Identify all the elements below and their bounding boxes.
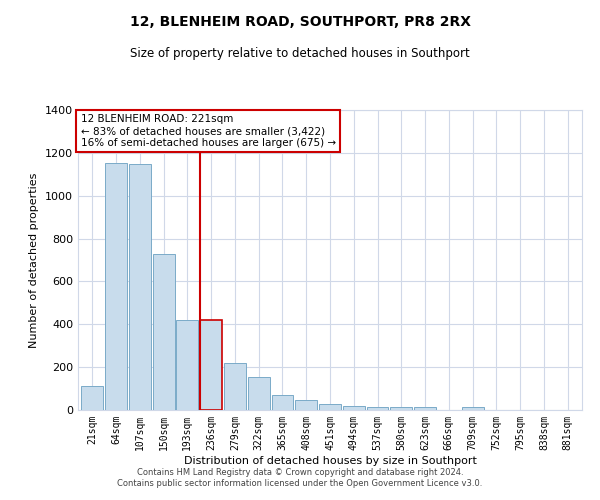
Bar: [272, 395, 293, 410]
Bar: [248, 377, 269, 410]
Bar: [319, 404, 341, 410]
Bar: [414, 408, 436, 410]
Bar: [367, 407, 388, 410]
Text: Contains HM Land Registry data © Crown copyright and database right 2024.
Contai: Contains HM Land Registry data © Crown c…: [118, 468, 482, 487]
Bar: [105, 162, 127, 410]
Bar: [391, 407, 412, 410]
Y-axis label: Number of detached properties: Number of detached properties: [29, 172, 40, 348]
Bar: [129, 164, 151, 410]
Bar: [343, 406, 365, 410]
Text: Size of property relative to detached houses in Southport: Size of property relative to detached ho…: [130, 48, 470, 60]
Bar: [200, 320, 222, 410]
Bar: [295, 400, 317, 410]
Bar: [82, 386, 103, 410]
Bar: [462, 408, 484, 410]
Bar: [176, 320, 198, 410]
Text: 12, BLENHEIM ROAD, SOUTHPORT, PR8 2RX: 12, BLENHEIM ROAD, SOUTHPORT, PR8 2RX: [130, 15, 470, 29]
Bar: [224, 363, 246, 410]
Text: 12 BLENHEIM ROAD: 221sqm
← 83% of detached houses are smaller (3,422)
16% of sem: 12 BLENHEIM ROAD: 221sqm ← 83% of detach…: [80, 114, 335, 148]
X-axis label: Distribution of detached houses by size in Southport: Distribution of detached houses by size …: [184, 456, 476, 466]
Bar: [152, 254, 175, 410]
